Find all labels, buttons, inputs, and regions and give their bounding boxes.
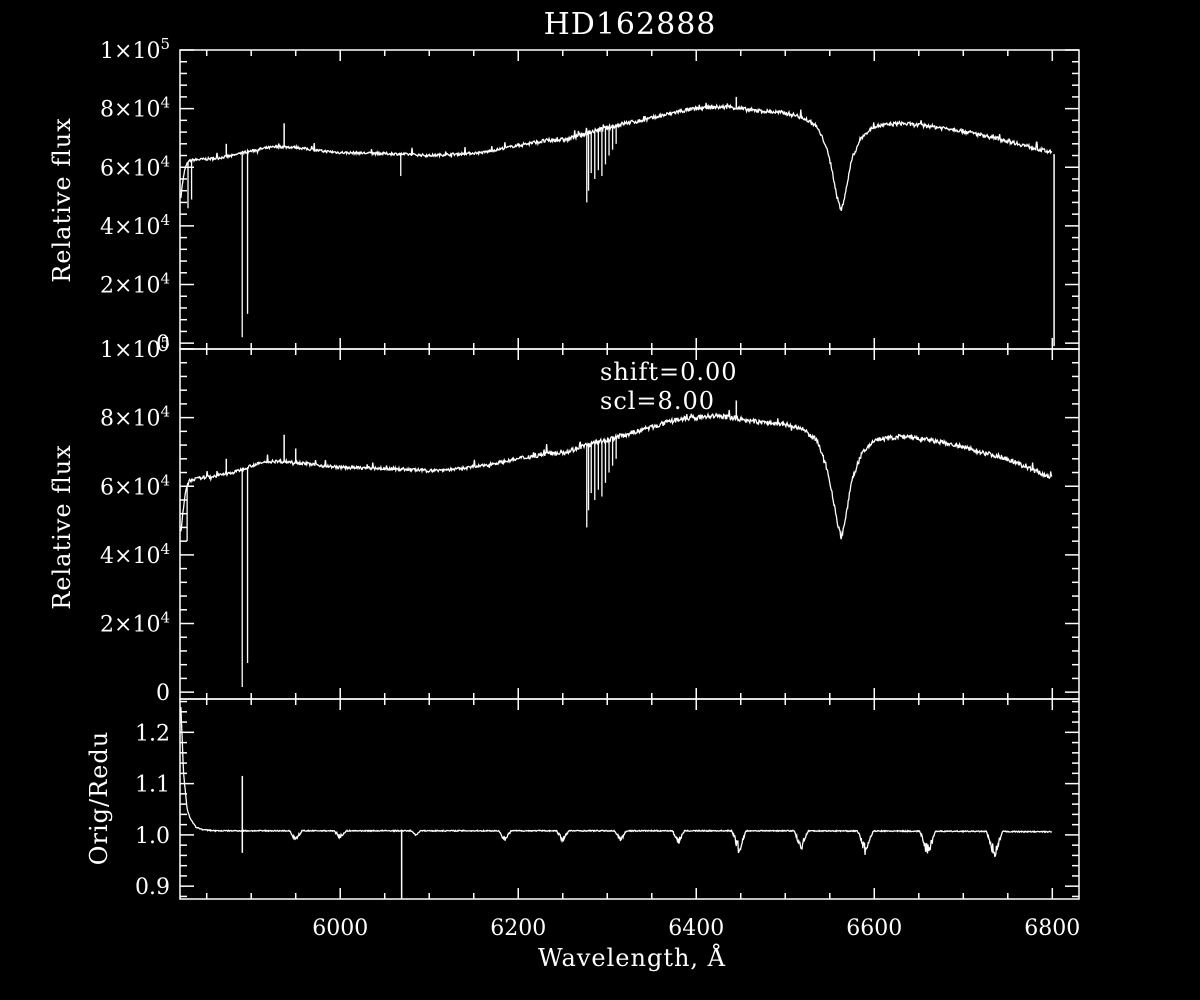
bottom-y-axis-title: Orig/Redu — [85, 731, 113, 865]
x-tick-label: 6200 — [490, 916, 546, 941]
middle-y-tick-label: 4×104 — [100, 540, 170, 569]
middle-y-tick-label: 1×105 — [100, 334, 170, 363]
top-spectrum-line — [180, 102, 1053, 212]
middle-panel-series — [180, 400, 1053, 687]
top-y-tick-label: 6×104 — [100, 152, 170, 181]
chart-title: HD162888 — [544, 7, 717, 42]
middle-y-tick-label: 6×104 — [100, 471, 170, 500]
x-tick-label: 6400 — [668, 916, 724, 941]
x-tick-label: 6800 — [1024, 916, 1080, 941]
scale-annotation: scl=8.00 — [600, 387, 715, 415]
middle-panel: 0 2×104 4×104 6×104 8×104 1×105 Relative flux… — [48, 334, 1080, 706]
middle-y-axis-title: Relative flux — [48, 444, 76, 610]
top-y-tick-label: 2×104 — [100, 270, 170, 299]
x-tick-label: 6000 — [312, 916, 368, 941]
bottom-panel-series — [180, 707, 1053, 899]
x-tick-labels: 6000 6200 6400 6600 6800 — [312, 916, 1080, 941]
bottom-y-tick-label: 1.0 — [135, 824, 170, 849]
bottom-panel-y-tick-labels: 0.9 1.0 1.1 1.2 — [135, 721, 170, 900]
middle-panel-ticks — [180, 348, 1079, 699]
bottom-y-tick-label: 0.9 — [135, 875, 170, 900]
top-panel-series — [180, 96, 1055, 347]
shift-annotation: shift=0.00 — [600, 358, 738, 386]
bottom-y-tick-label: 1.1 — [135, 773, 170, 798]
middle-y-tick-label: 0 — [156, 681, 170, 706]
top-panel-y-tick-labels: 0 2×104 4×104 6×104 8×104 1×105 — [100, 35, 170, 357]
top-y-tick-label: 4×104 — [100, 211, 170, 240]
top-y-tick-label: 8×104 — [100, 94, 170, 123]
bottom-spectrum-line — [180, 707, 1053, 858]
top-panel: 0 2×104 4×104 6×104 8×104 1×105 Relative flux — [48, 35, 1080, 357]
middle-panel-y-tick-labels: 0 2×104 4×104 6×104 8×104 1×105 — [100, 334, 170, 706]
bottom-panel: 0.9 1.0 1.1 1.2 6000 6200 6400 6600 6800 Orig/R… — [85, 698, 1080, 972]
top-y-axis-title: Relative flux — [48, 117, 76, 283]
top-panel-ticks — [180, 49, 1079, 349]
middle-y-tick-label: 8×104 — [100, 403, 170, 432]
top-y-tick-label: 1×105 — [100, 35, 170, 64]
middle-y-tick-label: 2×104 — [100, 609, 170, 638]
bottom-y-tick-label: 1.2 — [135, 721, 170, 746]
bottom-panel-frame — [179, 698, 1080, 900]
top-y-tick-label: 0 — [156, 332, 170, 357]
x-tick-label: 6600 — [846, 916, 902, 941]
x-axis-title: Wavelength, Å — [538, 943, 726, 972]
bottom-panel-ticks — [180, 699, 1079, 899]
